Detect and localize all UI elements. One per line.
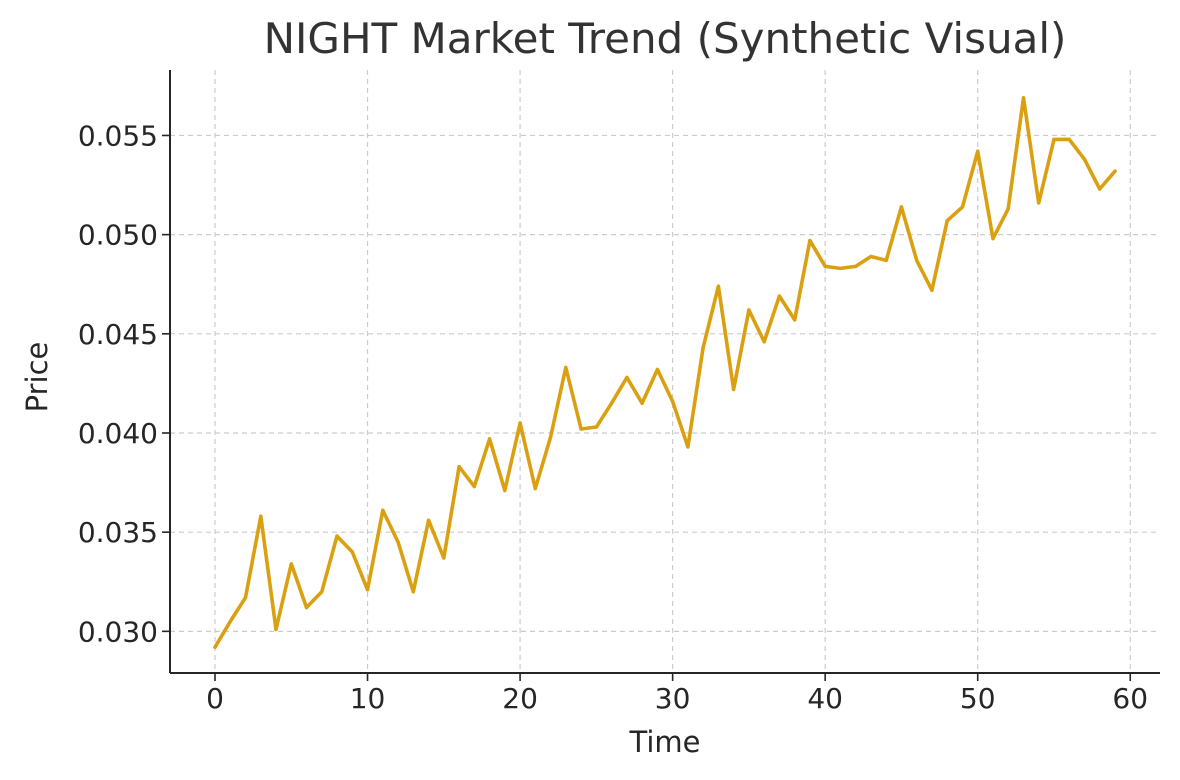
x-axis-label: Time xyxy=(629,725,701,759)
y-tick-label: 0.035 xyxy=(78,516,158,549)
axes xyxy=(169,70,1160,674)
data-point xyxy=(487,437,492,441)
data-point xyxy=(396,540,400,544)
data-point xyxy=(594,425,599,429)
data-point xyxy=(472,484,476,489)
data-point xyxy=(838,266,843,271)
data-point xyxy=(1021,96,1026,100)
data-point xyxy=(365,588,370,592)
data-point xyxy=(442,556,446,560)
data-point xyxy=(945,219,949,223)
data-point xyxy=(411,590,415,594)
data-point xyxy=(854,264,858,269)
data-point xyxy=(625,375,629,380)
data-point xyxy=(701,346,705,350)
data-point xyxy=(274,627,278,632)
data-point xyxy=(1067,137,1071,142)
data-point xyxy=(1052,137,1056,142)
data-point xyxy=(1082,157,1087,161)
data-point xyxy=(426,518,431,522)
data-point xyxy=(762,340,766,344)
y-tick-label: 0.050 xyxy=(78,219,158,252)
y-tick-label: 0.055 xyxy=(78,119,158,152)
data-point xyxy=(670,399,675,403)
data-point xyxy=(1006,207,1010,211)
data-point xyxy=(1098,187,1102,191)
data-point xyxy=(533,486,537,491)
price-line xyxy=(213,96,1117,650)
x-tick-label: 20 xyxy=(502,682,538,715)
x-ticks: 0 10 20 30 40 50 60 xyxy=(206,673,1148,715)
data-point xyxy=(640,401,644,405)
data-point xyxy=(1037,201,1041,205)
data-point xyxy=(350,550,354,554)
data-point xyxy=(731,387,736,392)
x-tick-label: 60 xyxy=(1112,682,1148,715)
data-point xyxy=(777,294,782,298)
data-point xyxy=(747,308,751,312)
data-point xyxy=(503,488,507,493)
data-point xyxy=(869,254,873,259)
data-point xyxy=(686,445,690,449)
data-point xyxy=(960,205,965,209)
x-tick-label: 50 xyxy=(960,682,996,715)
data-point xyxy=(289,562,293,566)
data-point xyxy=(655,367,660,372)
y-tick-label: 0.040 xyxy=(78,417,158,450)
data-point xyxy=(930,288,934,292)
data-point xyxy=(823,264,827,269)
data-point xyxy=(320,590,324,594)
data-point xyxy=(457,465,461,469)
data-point xyxy=(793,318,797,322)
data-point xyxy=(808,238,812,243)
data-point xyxy=(228,619,232,624)
data-point xyxy=(259,514,263,518)
y-tick-label: 0.045 xyxy=(78,318,158,351)
data-point xyxy=(1113,169,1117,173)
data-point xyxy=(899,205,904,209)
data-point xyxy=(335,534,339,538)
data-point xyxy=(884,258,888,263)
data-point xyxy=(548,435,553,439)
data-point xyxy=(716,284,721,288)
data-point xyxy=(213,645,217,649)
data-point xyxy=(381,508,385,512)
data-point xyxy=(243,595,248,600)
data-point xyxy=(976,149,980,153)
grid xyxy=(170,70,1160,673)
data-point xyxy=(915,258,919,263)
x-tick-label: 10 xyxy=(350,682,386,715)
data-point xyxy=(564,365,568,370)
data-point xyxy=(991,236,995,241)
chart-title: NIGHT Market Trend (Synthetic Visual) xyxy=(264,14,1067,63)
y-axis-label: Price xyxy=(20,342,54,413)
data-point xyxy=(579,427,583,431)
data-point xyxy=(518,421,522,425)
series-layer xyxy=(213,96,1117,650)
x-tick-label: 30 xyxy=(655,682,691,715)
y-ticks: 0.030 0.035 0.040 0.045 0.050 0.055 xyxy=(78,119,170,648)
data-point xyxy=(304,605,309,610)
x-tick-label: 0 xyxy=(206,682,224,715)
data-point xyxy=(609,401,614,405)
y-tick-label: 0.030 xyxy=(78,615,158,648)
x-tick-label: 40 xyxy=(807,682,843,715)
